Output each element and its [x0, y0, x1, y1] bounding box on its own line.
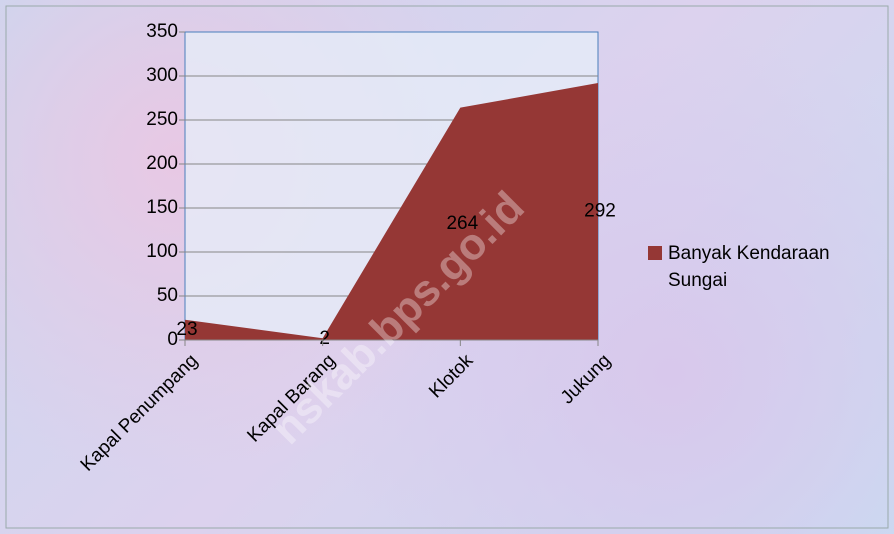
y-tick-label: 200	[146, 153, 178, 174]
y-tick-label: 350	[146, 21, 178, 42]
data-label: 23	[176, 319, 197, 340]
x-tick-label: Jukung	[557, 350, 615, 408]
data-label: 292	[584, 201, 616, 222]
legend-swatch	[648, 246, 662, 260]
y-tick-label: 100	[146, 241, 178, 262]
data-label: 2	[319, 328, 330, 349]
y-tick-label: 300	[146, 65, 178, 86]
legend: Banyak Kendaraan Sungai	[648, 240, 888, 294]
y-tick-label: 250	[146, 109, 178, 130]
area	[185, 83, 598, 340]
x-tick-label: Klotok	[425, 350, 478, 403]
x-tick-label: Kapal Penumpang	[77, 350, 202, 475]
y-tick-label: 50	[157, 285, 178, 306]
legend-label: Banyak Kendaraan Sungai	[668, 243, 830, 291]
y-tick-label: 150	[146, 197, 178, 218]
y-tick-label: 0	[167, 329, 178, 350]
outer-border	[5, 5, 889, 529]
data-label: 264	[446, 213, 478, 234]
